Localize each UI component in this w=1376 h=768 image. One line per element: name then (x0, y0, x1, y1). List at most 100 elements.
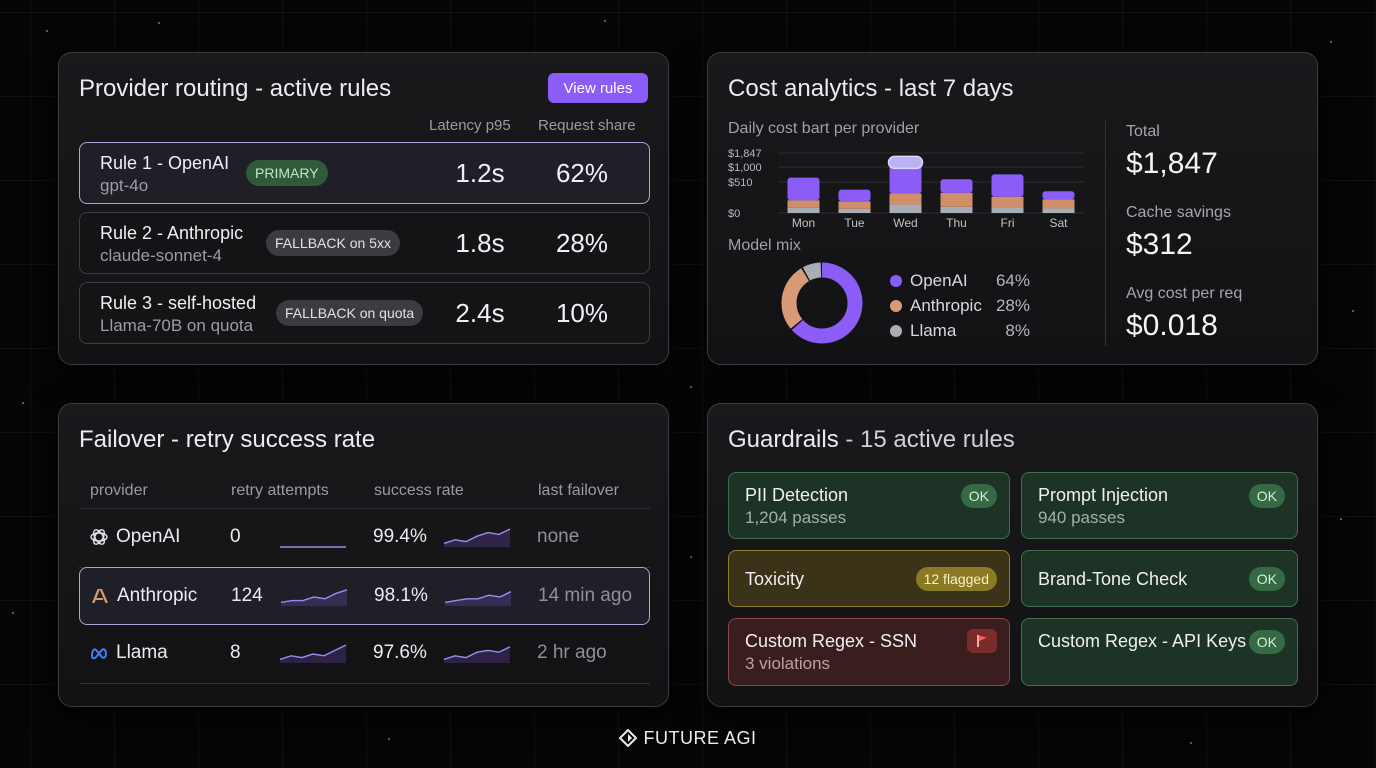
provider-name: OpenAI (116, 526, 181, 547)
rule-latency: 1.2s (455, 158, 505, 188)
sparkline-line (280, 589, 348, 604)
rule-share: 62% (555, 158, 609, 188)
guardrail-name: Custom Regex - SSN (745, 631, 918, 651)
failover-row[interactable]: Llama 8 97.6% 2 hr ago (79, 625, 650, 683)
routing-title: Provider routing - active rules (79, 75, 392, 102)
guardrail-detail: 940 passes (1038, 508, 1125, 527)
total-value: $1,847 (1126, 147, 1218, 180)
meta-icon (90, 648, 108, 660)
bar-segment (838, 208, 871, 213)
legend-swatch (890, 325, 902, 337)
row-divider (79, 683, 650, 684)
y-tick-label: $1,000 (728, 162, 762, 174)
success-sparkline (443, 646, 511, 663)
donut-slice (781, 262, 863, 344)
bar-segment (787, 200, 820, 208)
flag-icon (967, 629, 997, 653)
sparkline-line (444, 590, 512, 604)
retry-sparkline (280, 546, 346, 548)
cost-title: Cost analytics - last 7 days (728, 75, 1014, 102)
sparkline-area (444, 646, 510, 663)
latency-column-header: Latency p95 (429, 117, 511, 134)
provider-routing-panel: Provider routing - active rules View rul… (58, 52, 669, 365)
model-mix-subtitle: Model mix (728, 237, 801, 254)
last-failover-header: last failover (538, 482, 619, 499)
legend-value: 64% (995, 271, 1030, 290)
guardrail-detail: 1,204 passes (745, 508, 847, 527)
bar-chart-subtitle: Daily cost bart per provider (728, 120, 920, 137)
legend-item: OpenAI 64% (890, 269, 1050, 291)
legend-swatch (890, 275, 902, 287)
rule-model: gpt-4o (100, 176, 149, 195)
rule-share: 10% (555, 298, 609, 328)
legend-item: Anthropic 28% (890, 294, 1050, 316)
rule-model: Llama-70B on quota (100, 316, 254, 335)
status-badge: OK (1248, 567, 1285, 591)
retry-header: retry attempts (231, 482, 329, 499)
x-tick-label: Sat (1049, 216, 1068, 227)
status-badge: OK (960, 484, 997, 508)
routing-rule-row[interactable]: Rule 2 - Anthropic claude-sonnet-4 FALLB… (79, 212, 650, 274)
last-failover: 14 min ago (538, 585, 633, 606)
status-badge: OK (1248, 484, 1285, 508)
x-tick-label: Tue (844, 216, 865, 227)
daily-cost-bar-chart: $1,847 $1,000 $510 $0 Mon Tue Wed Thu Fri Sat (728, 148, 1084, 227)
sparkline-line (443, 646, 511, 661)
bar-segment (889, 193, 922, 205)
routing-rule-row[interactable]: Rule 1 - OpenAI gpt-4o PRIMARY 1.2s 62% (79, 142, 650, 204)
guardrail-detail: 3 violations (745, 654, 831, 673)
guardrails-title-main: Guardrails (728, 426, 839, 453)
total-label: Total (1126, 123, 1160, 140)
cache-savings-label: Cache savings (1126, 204, 1231, 221)
guardrail-brand-tone-check[interactable]: Brand-Tone Check OK (1021, 550, 1298, 607)
rule-latency: 2.4s (455, 298, 505, 328)
guardrails-panel: Guardrails - 15 active rules PII Detecti… (707, 403, 1318, 707)
guardrail-name: PII Detection (745, 485, 849, 505)
rule-badge: PRIMARY (246, 160, 328, 186)
sparkline-area (445, 591, 511, 606)
guardrail-custom-regex-ssn[interactable]: Custom Regex - SSN 3 violations (728, 618, 1010, 686)
routing-rule-row[interactable]: Rule 3 - self-hosted Llama-70B on quota … (79, 282, 650, 344)
bar-segment (940, 192, 973, 207)
bar-segment (787, 177, 820, 201)
stats-divider (1105, 121, 1106, 346)
rule-share: 28% (555, 228, 609, 258)
rule-model: claude-sonnet-4 (100, 246, 222, 265)
openai-icon (90, 529, 108, 545)
guardrail-toxicity[interactable]: Toxicity 12 flagged (728, 550, 1010, 607)
success-rate-header: success rate (374, 482, 464, 499)
bar-segment (1042, 208, 1075, 213)
y-tick-label: $510 (728, 177, 752, 189)
bar-segment (940, 179, 973, 193)
guardrail-custom-regex-api-keys[interactable]: Custom Regex - API Keys OK (1021, 618, 1298, 686)
rule-name: Rule 2 - Anthropic (100, 223, 244, 243)
legend-label: OpenAI (910, 271, 968, 290)
retry-count: 8 (230, 642, 241, 663)
guardrail-name: Toxicity (745, 569, 805, 589)
sparkline-area (281, 589, 347, 606)
guardrail-pii-detection[interactable]: PII Detection 1,204 passes OK (728, 472, 1010, 539)
legend-label: Llama (910, 321, 957, 340)
provider-name: Anthropic (117, 585, 198, 606)
header-divider (79, 508, 650, 509)
guardrails-title-count: - 15 active rules (838, 426, 1015, 453)
failover-title: Failover - retry success rate (79, 426, 376, 453)
guardrail-prompt-injection[interactable]: Prompt Injection 940 passes OK (1021, 472, 1298, 539)
success-rate: 97.6% (373, 642, 427, 663)
last-failover: none (537, 526, 580, 547)
legend-item: Llama 8% (890, 319, 1050, 341)
y-tick-label: $1,847 (728, 148, 762, 160)
failover-row[interactable]: Anthropic 124 98.1% 14 min ago (79, 567, 650, 625)
guardrails-title: Guardrails - 15 active rules (728, 426, 1015, 454)
view-rules-button[interactable]: View rules (548, 73, 648, 103)
failover-panel: Failover - retry success rate provider r… (58, 403, 669, 707)
anthropic-icon (92, 589, 108, 603)
bar-segment (991, 207, 1024, 213)
rule-badge: FALLBACK on quota (276, 300, 424, 326)
avg-cost-label: Avg cost per req (1126, 285, 1243, 302)
provider-name: Llama (116, 642, 168, 663)
failover-row[interactable]: OpenAI 0 99.4% none (79, 509, 650, 567)
bar-segment (889, 204, 922, 213)
bar-segment (991, 196, 1024, 208)
cost-analytics-panel: Cost analytics - last 7 days Daily cost … (707, 52, 1318, 365)
